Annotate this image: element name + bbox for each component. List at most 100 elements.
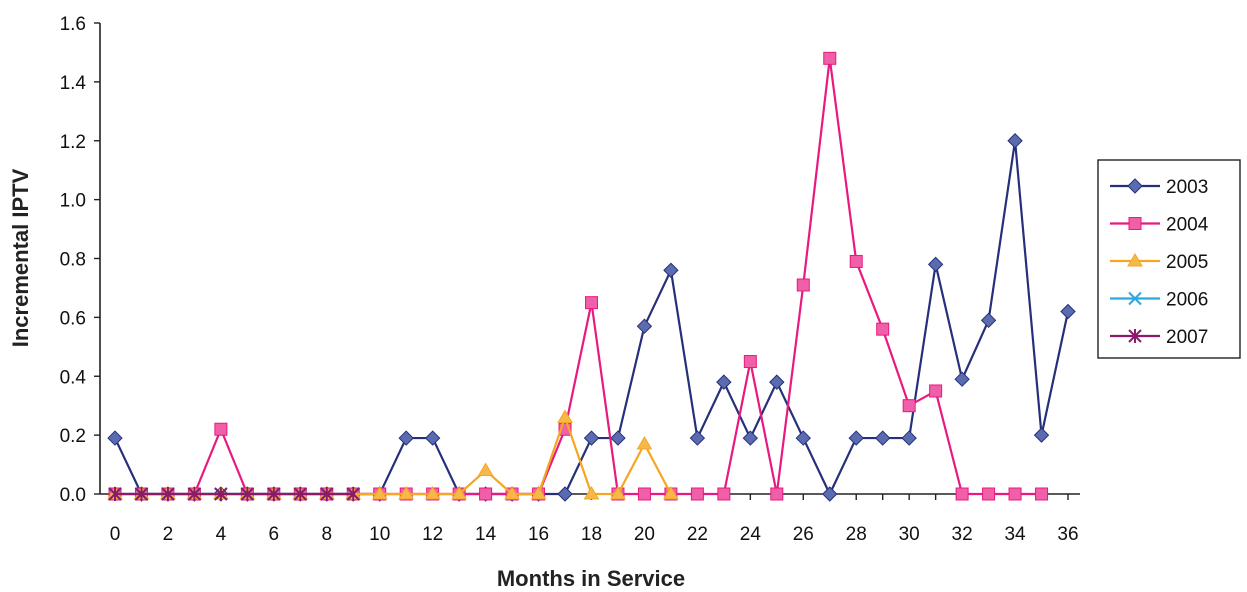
data-point-2007 [320, 487, 334, 501]
y-tick-label: 1.6 [60, 14, 86, 35]
legend-box [1097, 159, 1241, 359]
data-point-2007 [161, 487, 175, 501]
data-point-2004 [982, 487, 996, 501]
series-line-2004 [115, 58, 1042, 496]
legend-label: 2003 [1166, 177, 1208, 198]
x-tick-label: 4 [216, 524, 227, 545]
data-point-2003 [610, 430, 626, 446]
x-tick-label: 10 [369, 524, 390, 545]
y-tick-label: 0.0 [60, 485, 86, 506]
data-point-2005 [477, 462, 494, 476]
data-point-2003 [874, 430, 891, 446]
series-2005 [107, 409, 679, 500]
data-point-2007 [267, 487, 281, 501]
data-point-2003 [848, 430, 864, 446]
data-point-2003 [954, 371, 970, 387]
series-2007 [108, 487, 360, 501]
x-tick-label: 30 [899, 524, 920, 545]
data-point-2004 [690, 487, 704, 501]
data-point-2005 [583, 486, 600, 500]
data-point-2003 [795, 430, 811, 446]
legend-label: 2005 [1166, 252, 1208, 273]
series-layer [107, 51, 1076, 502]
legend-marker [1128, 291, 1142, 306]
data-point-2004 [823, 51, 837, 65]
data-point-2003 [769, 374, 785, 390]
legend-label: 2006 [1166, 290, 1208, 311]
data-point-2004 [717, 487, 731, 501]
data-point-2004 [902, 399, 916, 413]
x-tick-label: 34 [1004, 524, 1026, 545]
x-tick-label: 0 [110, 524, 121, 545]
x-tick-label: 32 [952, 524, 973, 545]
x-tick-label: 6 [269, 524, 280, 545]
y-axis-title: Incremental IPTV [8, 168, 33, 347]
x-tick-label: 16 [528, 524, 549, 545]
data-point-2003 [742, 430, 759, 446]
legend-item-2003: 2003 [1110, 177, 1208, 198]
data-point-2004 [1035, 487, 1049, 501]
legend-label: 2007 [1166, 327, 1208, 348]
data-point-2003 [1033, 427, 1050, 443]
data-point-2007 [346, 487, 360, 501]
data-point-2007 [214, 487, 228, 501]
data-point-2007 [293, 487, 308, 501]
data-point-2007 [108, 487, 122, 501]
y-tick-label: 1.2 [60, 132, 86, 153]
data-point-2004 [876, 322, 890, 336]
data-point-2005 [398, 486, 415, 500]
data-point-2005 [504, 486, 520, 500]
data-point-2005 [424, 486, 441, 500]
data-point-2003 [583, 430, 600, 446]
x-tick-label: 26 [793, 524, 814, 545]
data-point-2004 [637, 487, 651, 501]
axes: 0.00.20.40.60.81.01.21.41.60 2 4 6 8 10 12 14 16… [60, 14, 1080, 545]
data-point-2004 [929, 384, 943, 398]
y-tick-label: 1.4 [60, 73, 87, 94]
y-tick-label: 0.2 [60, 426, 86, 447]
data-point-2004 [770, 487, 784, 501]
data-point-2007 [240, 487, 255, 501]
y-tick-label: 0.4 [60, 367, 87, 388]
legend-marker [1128, 329, 1142, 343]
x-tick-label: 18 [581, 524, 602, 545]
legend-marker [1127, 178, 1143, 194]
y-tick-label: 0.8 [60, 250, 86, 271]
data-point-2005 [663, 486, 679, 500]
data-point-2004 [585, 296, 598, 310]
data-point-2004 [479, 487, 493, 501]
data-point-2005 [557, 409, 573, 423]
data-point-2005 [371, 486, 388, 500]
data-point-2005 [610, 486, 626, 500]
x-tick-label: 8 [321, 524, 332, 545]
legend-marker [1127, 253, 1143, 267]
data-point-2004 [743, 355, 757, 369]
x-tick-label: 2 [163, 524, 174, 545]
y-tick-label: 1.0 [60, 191, 86, 212]
x-tick-label: 28 [846, 524, 867, 545]
data-point-2003 [1060, 303, 1076, 320]
x-tick-label: 36 [1057, 524, 1078, 545]
data-point-2003 [398, 430, 414, 446]
data-point-2003 [927, 256, 944, 273]
data-point-2003 [689, 430, 706, 446]
series-2003 [107, 133, 1076, 502]
legend-label: 2004 [1166, 215, 1209, 236]
marker-stroke [1128, 291, 1142, 306]
data-point-2007 [187, 487, 202, 501]
legend-item-2006: 2006 [1110, 290, 1208, 311]
legend-item-2005: 2005 [1110, 252, 1208, 273]
data-point-2004 [1008, 487, 1022, 501]
legend-marker [1128, 217, 1142, 230]
data-point-2004 [849, 254, 863, 268]
data-point-2003 [557, 486, 573, 502]
data-point-2003 [424, 430, 441, 446]
data-point-2003 [716, 374, 732, 390]
legend-item-2007: 2007 [1110, 327, 1208, 348]
x-tick-label: 24 [740, 524, 762, 545]
legend-item-2004: 2004 [1110, 215, 1209, 236]
data-point-2007 [134, 487, 149, 501]
x-axis-title: Months in Service [497, 566, 685, 591]
data-point-2005 [530, 486, 547, 500]
